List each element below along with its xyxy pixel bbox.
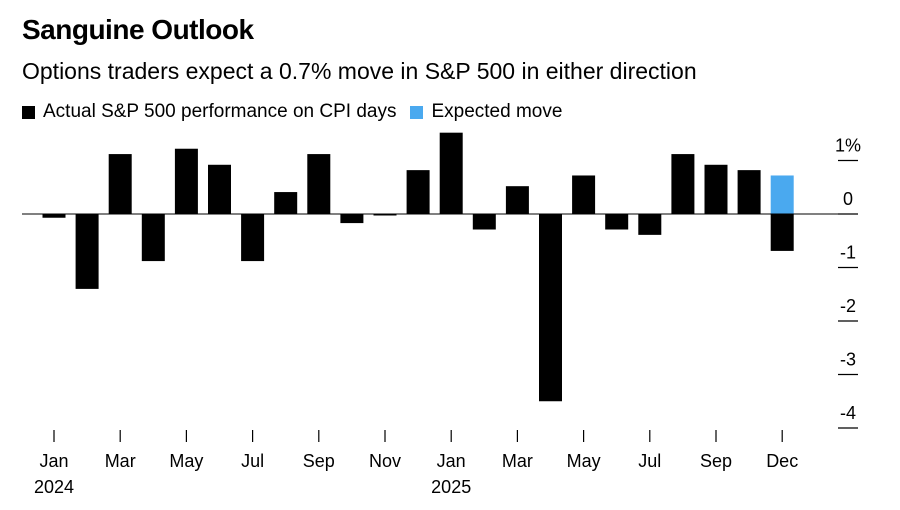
bar-actual-6	[241, 214, 265, 262]
x-tick-label-3: Jul	[241, 451, 264, 471]
legend-swatch-expected	[410, 105, 424, 119]
x-tick-label-7: Mar	[502, 451, 533, 471]
bar-actual-10	[373, 214, 397, 216]
legend-item-expected: Expected move	[410, 101, 562, 123]
chart-title: Sanguine Outlook	[22, 14, 254, 45]
y-tick-label-5: -4	[840, 403, 856, 423]
bar-actual-0	[42, 214, 66, 218]
bar-actual-17	[605, 214, 629, 230]
bar-actual-13	[472, 214, 496, 230]
bar-actual-19	[671, 154, 695, 214]
x-tick-label-9: Jul	[638, 451, 661, 471]
bar-actual-14	[505, 186, 529, 214]
y-tick-label-2: -1	[840, 243, 856, 263]
x-tick-label-6: Jan	[437, 451, 466, 471]
bar-actual-18	[638, 214, 662, 235]
bar-actual-21	[737, 170, 761, 214]
x-tick-label-10: Sep	[700, 451, 732, 471]
legend-label-actual: Actual S&P 500 performance on CPI days	[43, 101, 397, 122]
legend-item-actual: Actual S&P 500 performance on CPI days	[22, 101, 396, 123]
bar-actual-15	[539, 214, 562, 402]
x-tick-label-2: May	[169, 451, 203, 471]
x-tick-label-1: Mar	[105, 451, 136, 471]
bar-actual-5	[208, 164, 231, 214]
legend-swatch-actual	[22, 105, 35, 119]
bar-actual-7	[274, 192, 298, 214]
bar-actual-4	[174, 148, 198, 214]
legend-label-expected: Expected move	[431, 101, 563, 122]
x-tick-label-0: Jan	[39, 451, 68, 471]
x-tick-year-6: 2025	[431, 477, 471, 497]
y-tick-label-1: 0	[843, 189, 853, 209]
bar-actual-8	[307, 154, 331, 214]
y-tick-label-3: -2	[840, 296, 856, 316]
bar-actual-2	[108, 154, 132, 214]
bar-actual-22	[770, 214, 794, 251]
bar-actual-11	[406, 170, 430, 214]
bar-actual-3	[141, 214, 165, 262]
bar-actual-1	[75, 214, 99, 289]
legend: Actual S&P 500 performance on CPI days E…	[22, 101, 576, 123]
bar-actual-20	[704, 164, 728, 214]
bar-expected-22	[770, 175, 794, 214]
x-tick-label-11: Dec	[766, 451, 798, 471]
y-tick-label-0: 1%	[835, 136, 861, 156]
bar-actual-16	[572, 175, 596, 214]
x-tick-label-4: Sep	[303, 451, 335, 471]
x-tick-year-0: 2024	[34, 477, 74, 497]
bar-actual-12	[439, 132, 463, 214]
x-tick-label-8: May	[567, 451, 601, 471]
chart-subtitle: Options traders expect a 0.7% move in S&…	[22, 58, 697, 84]
y-tick-label-4: -3	[840, 350, 856, 370]
bar-actual-9	[340, 214, 364, 224]
x-tick-label-5: Nov	[369, 451, 401, 471]
